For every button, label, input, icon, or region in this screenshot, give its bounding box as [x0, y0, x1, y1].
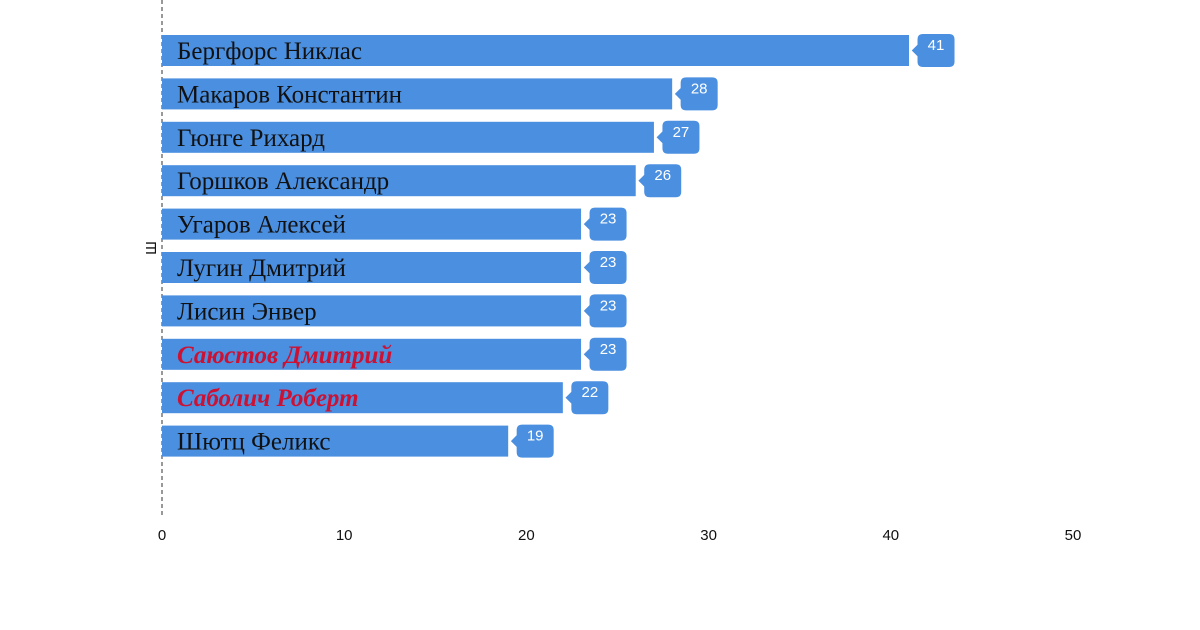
- bar: [162, 252, 582, 283]
- x-tick-label: 40: [882, 527, 899, 544]
- bar-group: Саболич Роберт 22: [162, 380, 610, 416]
- value-label: 27: [673, 124, 690, 141]
- bar-category-label: Угаров Алексей: [177, 212, 346, 239]
- bar: [162, 121, 654, 153]
- x-tick-label: 30: [700, 527, 717, 544]
- value-label: 23: [600, 341, 617, 358]
- bar-category-label: Макаров Константин: [177, 81, 402, 108]
- x-tick-label: 10: [336, 527, 353, 544]
- value-label: 26: [654, 167, 671, 184]
- value-badge: [582, 250, 628, 285]
- value-label: 23: [600, 297, 617, 314]
- x-tick-label: 50: [1065, 527, 1082, 544]
- bar-category-label: Горшков Александр: [177, 168, 389, 195]
- value-badge: [582, 293, 628, 329]
- bar: [162, 382, 563, 414]
- value-label: 41: [928, 37, 945, 54]
- bar-group: Шютц Феликс 19: [162, 423, 555, 459]
- bar: [162, 338, 582, 370]
- y-axis-title: Ш: [143, 241, 160, 255]
- value-label: 23: [600, 211, 617, 228]
- value-badge: [655, 119, 701, 155]
- bar: [162, 165, 636, 197]
- bar-group: Горшков Александр 26: [162, 163, 683, 199]
- bar-group: Угаров Алексей 23: [162, 206, 628, 242]
- bar: [162, 35, 910, 66]
- value-badge: [582, 206, 628, 242]
- value-label: 22: [581, 384, 598, 401]
- bar-category-label: Гюнге Рихард: [177, 125, 325, 152]
- bar: [162, 295, 582, 327]
- value-badge: [637, 163, 683, 199]
- value-badge: [673, 76, 719, 112]
- bar-category-label: Лугин Дмитрий: [177, 255, 346, 282]
- x-axis-ticks: 0 10 20 30 40 50: [158, 527, 1082, 544]
- bar-category-label: Саюстов Дмитрий: [177, 342, 392, 369]
- bar-category-label: Бергфорс Никлас: [177, 38, 362, 65]
- value-badge: [910, 33, 956, 68]
- bar: [162, 78, 673, 110]
- value-badge: [582, 336, 628, 372]
- x-tick-label: 0: [158, 527, 166, 544]
- bar: [162, 425, 509, 457]
- bar-group: Саюстов Дмитрий 23: [162, 336, 628, 372]
- bar-group: Лугин Дмитрий 23: [162, 250, 628, 285]
- value-label: 28: [691, 80, 708, 97]
- value-badge: [509, 423, 555, 459]
- bar-group: Макаров Константин 28: [162, 76, 719, 112]
- bars-layer: Бергфорс Никлас 41 Макаров Константин 28 Гюн…: [162, 33, 956, 459]
- bar-group: Гюнге Рихард 27: [162, 119, 701, 155]
- bar-category-label: Шютц Феликс: [177, 429, 330, 456]
- value-label: 23: [600, 254, 617, 271]
- bar-group: Бергфорс Никлас 41: [162, 33, 956, 68]
- x-tick-label: 20: [518, 527, 535, 544]
- bar-category-label: Саболич Роберт: [177, 385, 359, 412]
- value-badge: [564, 380, 610, 416]
- bar-category-label: Лисин Энвер: [177, 298, 317, 325]
- bar-group: Лисин Энвер 23: [162, 293, 628, 329]
- value-label: 19: [527, 428, 544, 445]
- bar: [162, 208, 582, 240]
